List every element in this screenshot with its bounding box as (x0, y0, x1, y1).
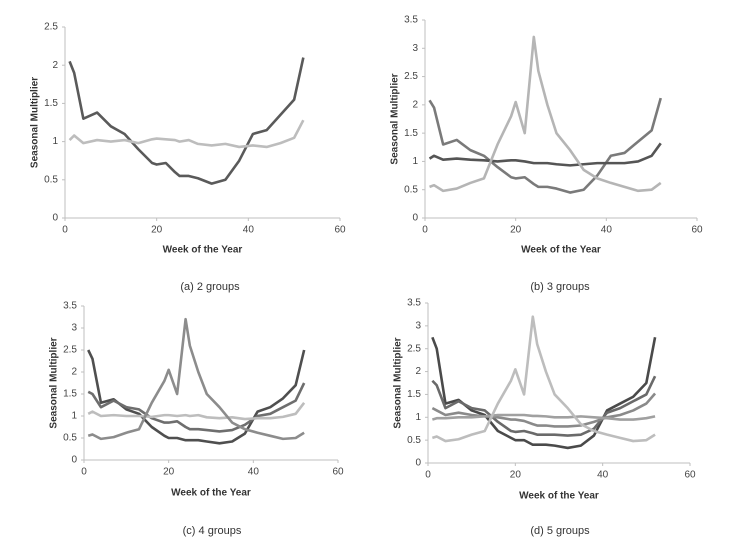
y-tick-label: 0 (52, 213, 58, 224)
x-tick-label: 0 (425, 470, 431, 481)
y-tick-label: 1.5 (44, 98, 58, 109)
y-tick-label: 2.5 (44, 22, 58, 33)
series-line (431, 413, 656, 421)
x-tick-label: 0 (81, 467, 87, 478)
y-tick-label: 3.5 (404, 15, 418, 26)
x-tick-label: 20 (163, 467, 175, 478)
y-tick-label: 0 (71, 455, 77, 466)
y-tick-label: 3 (415, 320, 421, 331)
y-axis-title: Seasonal Multiplier (390, 73, 401, 164)
y-tick-label: 2 (412, 99, 418, 110)
series-line (87, 382, 306, 433)
y-tick-label: 0 (412, 213, 418, 224)
x-tick-label: 0 (422, 225, 428, 236)
y-tick-label: 3 (71, 323, 77, 334)
x-tick-label: 40 (601, 225, 613, 236)
y-tick-label: 0.5 (44, 174, 58, 185)
caption: (c) 4 groups (183, 525, 242, 537)
caption: (d) 5 groups (530, 525, 590, 537)
caption: (a) 2 groups (180, 281, 240, 293)
y-tick-label: 2 (415, 366, 421, 377)
y-axis-title: Seasonal Multiplier (30, 77, 41, 168)
x-tick-label: 20 (151, 225, 163, 236)
y-axis-title: Seasonal Multiplier (393, 337, 404, 428)
y-tick-label: 1 (52, 136, 58, 147)
x-axis-title: Week of the Year (519, 491, 599, 502)
y-tick-label: 0.5 (404, 184, 418, 195)
series-line (428, 97, 662, 194)
x-tick-label: 0 (62, 225, 68, 236)
series-line (431, 375, 657, 437)
y-tick-label: 0 (415, 458, 421, 469)
y-tick-label: 1.5 (407, 389, 421, 400)
series-line (87, 317, 305, 441)
series-line (431, 336, 657, 450)
y-tick-label: 0.5 (407, 435, 421, 446)
x-axis-title: Week of the Year (163, 245, 243, 256)
y-axis-title: Seasonal Multiplier (49, 337, 60, 428)
x-tick-label: 20 (510, 225, 522, 236)
y-tick-label: 3.5 (63, 301, 77, 312)
y-tick-label: 3 (412, 43, 418, 54)
x-tick-label: 60 (691, 225, 703, 236)
y-tick-label: 3.5 (407, 298, 421, 309)
x-tick-label: 60 (332, 467, 344, 478)
series-line (428, 142, 662, 167)
series-line (68, 57, 305, 185)
x-tick-label: 40 (248, 467, 260, 478)
x-tick-label: 40 (243, 225, 255, 236)
x-axis-title: Week of the Year (171, 488, 251, 499)
y-tick-label: 1.5 (404, 128, 418, 139)
series-line (87, 402, 306, 421)
x-tick-label: 60 (334, 225, 346, 236)
y-tick-label: 2.5 (407, 343, 421, 354)
y-tick-label: 1 (415, 412, 421, 423)
y-tick-label: 0.5 (63, 433, 77, 444)
y-tick-label: 1 (71, 411, 77, 422)
y-tick-label: 2 (52, 60, 58, 71)
x-tick-label: 60 (684, 470, 696, 481)
series-line (431, 392, 657, 428)
x-tick-label: 40 (597, 470, 609, 481)
x-tick-label: 20 (510, 470, 522, 481)
y-tick-label: 2.5 (404, 71, 418, 82)
series-line (431, 315, 656, 443)
series-line (68, 119, 305, 149)
y-tick-label: 1.5 (63, 389, 77, 400)
y-tick-label: 1 (412, 156, 418, 167)
x-axis-title: Week of the Year (521, 245, 601, 256)
y-tick-label: 2.5 (63, 345, 77, 356)
y-tick-label: 2 (71, 367, 77, 378)
caption: (b) 3 groups (530, 281, 590, 293)
series-line (429, 35, 662, 193)
